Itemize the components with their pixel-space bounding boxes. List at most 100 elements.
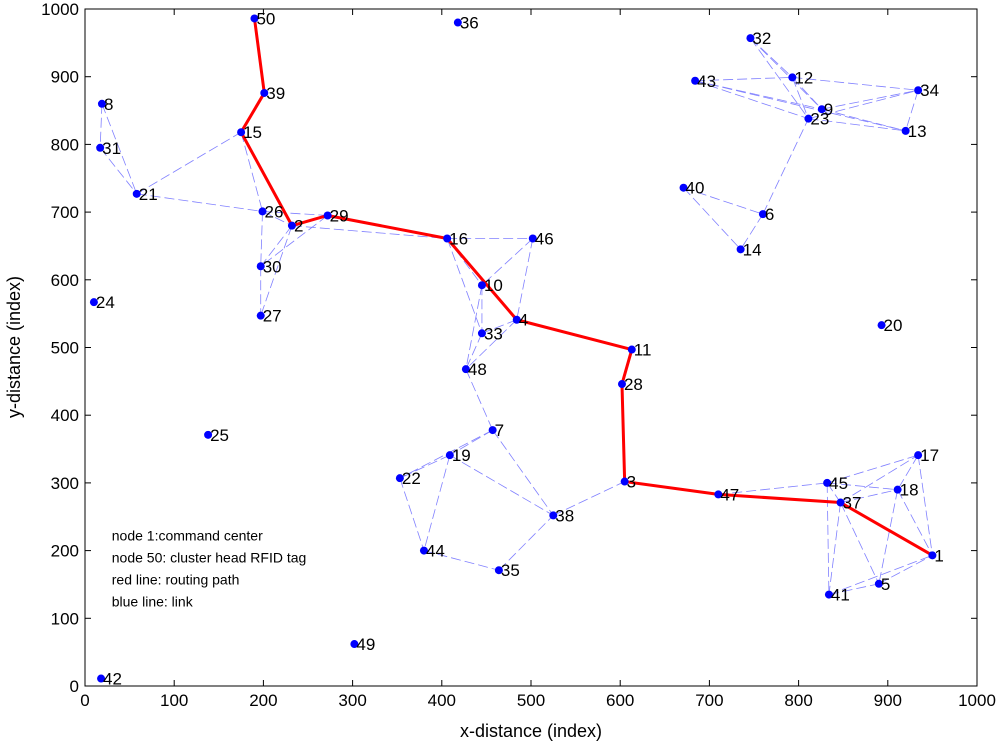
link-line	[449, 429, 493, 456]
x-tick-label: 700	[695, 691, 723, 710]
x-tick-label: 900	[874, 691, 902, 710]
node-point	[823, 478, 832, 487]
node-label: 15	[243, 123, 262, 142]
link-line	[695, 80, 809, 120]
x-axis-label: x-distance (index)	[460, 721, 602, 741]
node-point	[258, 207, 267, 216]
link-line	[262, 211, 328, 216]
x-tick-label: 300	[338, 691, 366, 710]
node-point	[627, 345, 636, 354]
node-label: 16	[449, 230, 468, 249]
legend-text: node 1:command center node 50: cluster he…	[112, 527, 307, 609]
node-point	[679, 183, 688, 192]
link-line	[101, 103, 138, 194]
node-label: 13	[908, 122, 927, 141]
y-tick-label: 400	[51, 406, 79, 425]
node-point	[97, 674, 106, 683]
x-tick-label: 100	[160, 691, 188, 710]
node-label: 10	[484, 276, 503, 295]
link-line	[917, 455, 933, 556]
link-line	[481, 319, 517, 334]
link-line	[465, 319, 518, 370]
link-line	[262, 211, 293, 227]
node-point	[395, 474, 404, 483]
link-line	[498, 515, 554, 571]
node-point	[874, 579, 883, 588]
x-tick-label: 800	[784, 691, 812, 710]
y-tick-label: 600	[51, 271, 79, 290]
node-point	[477, 281, 486, 290]
link-line	[840, 502, 880, 584]
node-label: 45	[829, 474, 848, 493]
node-label: 12	[794, 68, 813, 87]
node-label: 18	[900, 481, 919, 500]
y-tick-label: 1000	[41, 0, 79, 19]
node-point	[132, 189, 141, 198]
node-point	[817, 105, 826, 114]
node-point	[617, 380, 626, 389]
axis-ticks: 0 100 200 300 400 500 600 700 800 900 1000 0 100 200 3…	[41, 0, 996, 710]
node-point	[877, 321, 886, 330]
node-label: 27	[263, 307, 282, 326]
link-line	[828, 583, 879, 595]
link-line	[260, 225, 293, 316]
node-point	[928, 551, 937, 560]
node-point	[461, 365, 470, 374]
node-point	[901, 126, 910, 135]
link-line	[750, 37, 823, 110]
link-line	[897, 454, 919, 490]
node-label: 32	[752, 29, 771, 48]
node-point	[824, 590, 833, 599]
node-point	[419, 546, 428, 555]
link-line	[878, 489, 899, 584]
link-line	[449, 454, 554, 516]
link-line	[827, 454, 919, 484]
x-tick-label: 0	[80, 691, 89, 710]
link-line	[423, 550, 499, 571]
x-tick-label: 400	[428, 691, 456, 710]
link-line	[821, 89, 919, 110]
link-line	[695, 76, 793, 82]
y-tick-label: 0	[70, 677, 79, 696]
node-point	[97, 99, 106, 108]
link-line	[399, 454, 450, 479]
link-line	[827, 482, 898, 491]
y-tick-label: 700	[51, 203, 79, 222]
link-line	[750, 37, 809, 119]
link-line	[423, 455, 451, 551]
link-line	[808, 118, 906, 132]
node-label: 43	[697, 72, 716, 91]
node-point	[445, 451, 454, 460]
node-label: 34	[920, 81, 939, 100]
node-point	[256, 311, 265, 320]
link-line	[840, 489, 898, 503]
node-point	[488, 426, 497, 435]
node-point	[804, 114, 813, 123]
y-tick-label: 200	[51, 542, 79, 561]
node-label: 21	[139, 185, 158, 204]
link-line	[481, 238, 534, 286]
link-line	[399, 429, 493, 479]
node-point	[549, 511, 558, 520]
link-line	[99, 103, 103, 148]
node-label: 39	[266, 84, 285, 103]
node-label: 29	[330, 206, 349, 225]
node-label: 19	[452, 446, 471, 465]
x-tick-label: 600	[606, 691, 634, 710]
link-line	[840, 454, 919, 503]
link-line	[762, 118, 809, 215]
node-point	[691, 76, 700, 85]
node-point	[250, 14, 259, 23]
node-label: 14	[743, 240, 762, 259]
node-label: 47	[720, 485, 739, 504]
legend-line: node 1:command center	[112, 527, 263, 543]
node-label: 25	[210, 426, 229, 445]
node-point	[477, 329, 486, 338]
node-point	[260, 88, 269, 97]
node-label: 31	[102, 139, 121, 158]
link-line	[828, 502, 841, 595]
link-line	[897, 489, 933, 556]
link-line	[553, 481, 625, 516]
